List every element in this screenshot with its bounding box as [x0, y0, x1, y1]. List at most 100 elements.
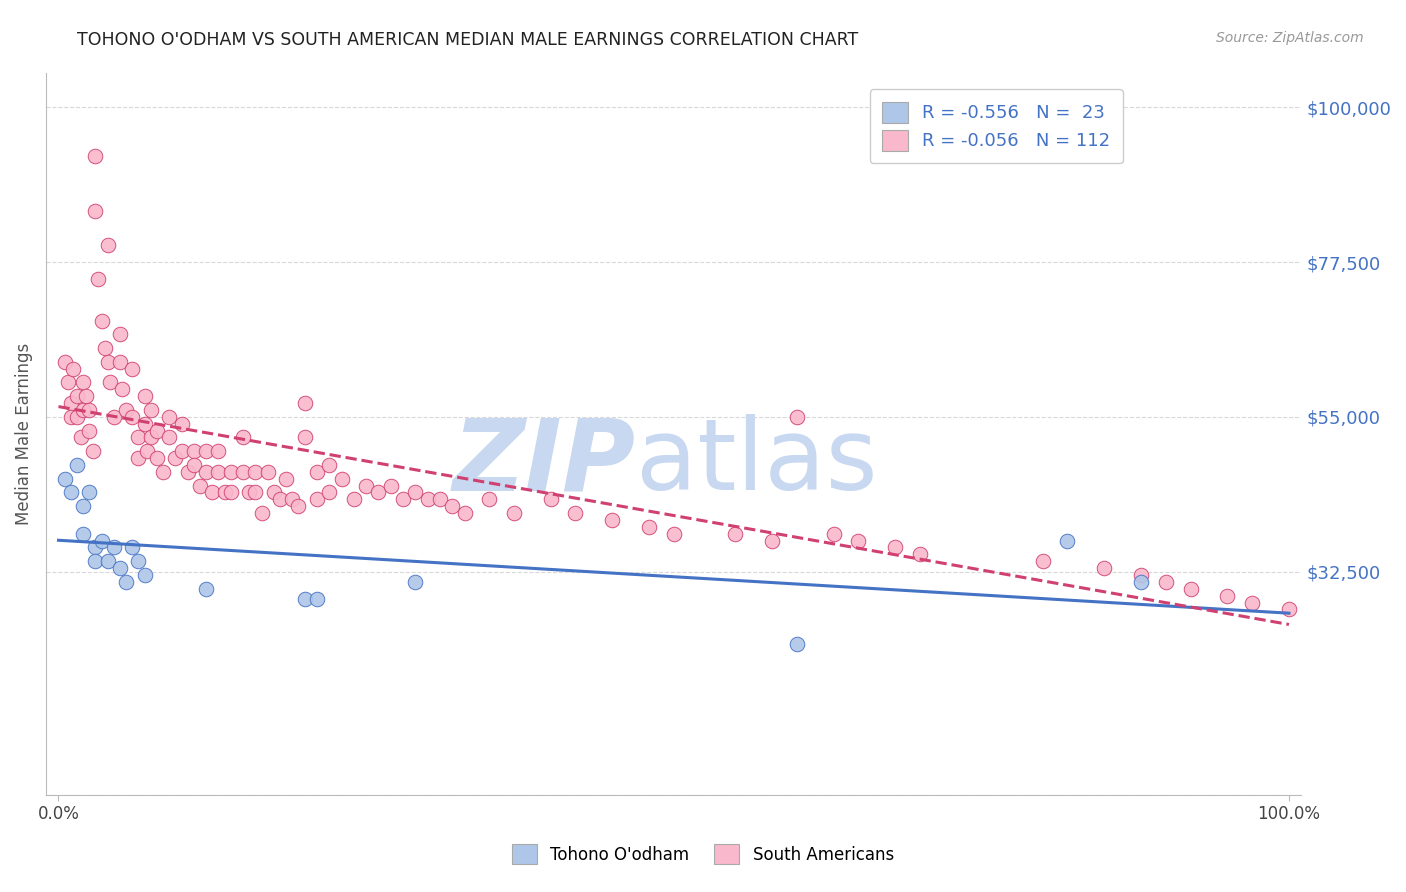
Point [245, 485, 267, 500]
Point [441, 500, 464, 514]
Point [600, 513, 623, 527]
Point [183, 444, 205, 458]
Point [77, 485, 100, 500]
Point [127, 554, 149, 568]
Point [108, 355, 131, 369]
Point [157, 430, 180, 444]
Point [1130, 568, 1153, 582]
Point [1376, 630, 1399, 644]
Point [69, 430, 91, 444]
Point [724, 526, 747, 541]
Point [1241, 595, 1264, 609]
Point [90, 533, 112, 548]
Point [786, 637, 808, 651]
Point [72, 526, 94, 541]
Point [404, 485, 426, 500]
Point [1400, 637, 1406, 651]
Point [103, 541, 125, 555]
Point [103, 409, 125, 424]
Point [72, 500, 94, 514]
Point [77, 403, 100, 417]
Point [87, 272, 110, 286]
Point [318, 485, 340, 500]
Point [1216, 589, 1239, 603]
Point [219, 465, 242, 479]
Point [238, 485, 260, 500]
Point [564, 506, 586, 520]
Point [108, 327, 131, 342]
Point [121, 409, 143, 424]
Point [1154, 574, 1177, 589]
Point [97, 355, 120, 369]
Point [354, 478, 377, 492]
Point [392, 492, 415, 507]
Point [367, 485, 389, 500]
Point [84, 148, 107, 162]
Point [269, 492, 291, 507]
Point [152, 465, 174, 479]
Point [195, 465, 218, 479]
Point [165, 451, 187, 466]
Point [72, 376, 94, 390]
Point [75, 389, 97, 403]
Point [97, 554, 120, 568]
Point [53, 355, 76, 369]
Point [846, 533, 869, 548]
Point [59, 409, 82, 424]
Point [232, 465, 254, 479]
Point [146, 424, 169, 438]
Point [1351, 623, 1374, 637]
Point [82, 444, 104, 458]
Point [287, 500, 309, 514]
Point [97, 238, 120, 252]
Point [134, 389, 156, 403]
Point [330, 472, 353, 486]
Point [502, 506, 524, 520]
Point [453, 506, 475, 520]
Point [232, 430, 254, 444]
Point [108, 561, 131, 575]
Point [1278, 602, 1301, 616]
Point [195, 582, 218, 596]
Point [195, 444, 218, 458]
Point [318, 458, 340, 472]
Point [250, 506, 273, 520]
Point [121, 361, 143, 376]
Legend: R = -0.556   N =  23, R = -0.056   N = 112: R = -0.556 N = 23, R = -0.056 N = 112 [870, 89, 1123, 163]
Point [638, 520, 661, 534]
Point [908, 547, 931, 561]
Point [139, 403, 162, 417]
Point [84, 541, 107, 555]
Point [1180, 582, 1202, 596]
Legend: Tohono O'odham, South Americans: Tohono O'odham, South Americans [505, 838, 901, 871]
Point [183, 458, 205, 472]
Point [134, 568, 156, 582]
Point [256, 465, 278, 479]
Point [761, 533, 783, 548]
Point [207, 465, 229, 479]
Text: atlas: atlas [636, 415, 877, 511]
Point [219, 485, 242, 500]
Point [1302, 609, 1324, 624]
Point [207, 444, 229, 458]
Point [429, 492, 451, 507]
Point [146, 451, 169, 466]
Point [662, 526, 685, 541]
Point [1092, 561, 1115, 575]
Point [115, 574, 138, 589]
Point [66, 389, 89, 403]
Text: Source: ZipAtlas.com: Source: ZipAtlas.com [1216, 31, 1364, 45]
Point [170, 417, 193, 431]
Point [72, 403, 94, 417]
Point [115, 403, 138, 417]
Point [66, 458, 89, 472]
Point [404, 574, 426, 589]
Point [134, 417, 156, 431]
Point [139, 430, 162, 444]
Text: TOHONO O'ODHAM VS SOUTH AMERICAN MEDIAN MALE EARNINGS CORRELATION CHART: TOHONO O'ODHAM VS SOUTH AMERICAN MEDIAN … [77, 31, 859, 49]
Point [94, 341, 117, 355]
Point [176, 465, 198, 479]
Point [59, 485, 82, 500]
Point [90, 313, 112, 327]
Point [98, 376, 121, 390]
